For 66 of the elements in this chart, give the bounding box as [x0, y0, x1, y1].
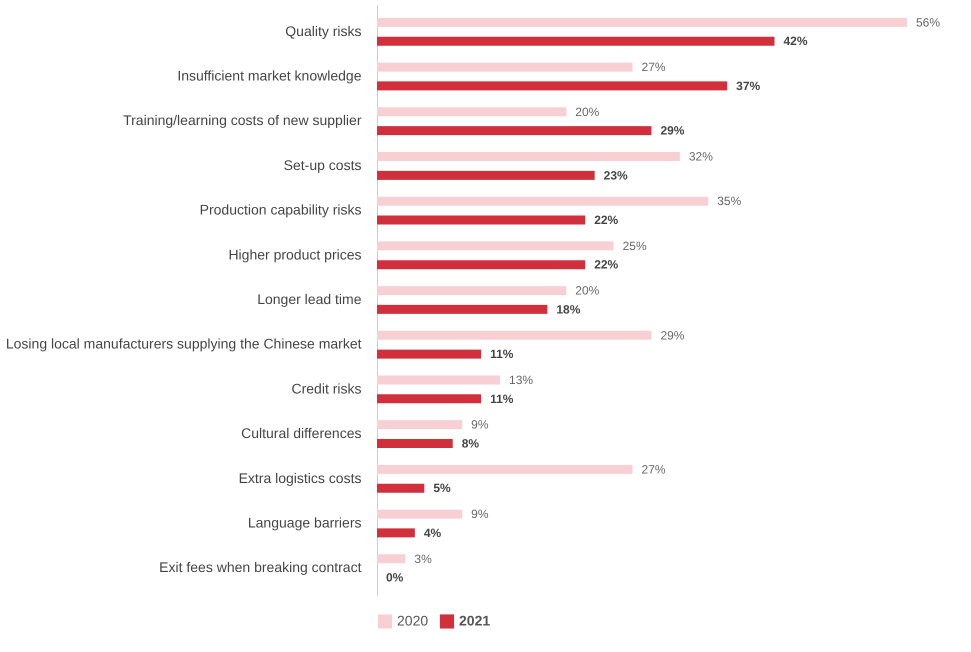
bar [377, 464, 633, 474]
bar [377, 81, 728, 90]
data-label: 27% [642, 60, 666, 74]
y-tick-label: Exit fees when breaking contract [159, 559, 362, 576]
bar [377, 528, 415, 538]
data-label: 35% [717, 194, 742, 208]
data-label: 9% [471, 507, 489, 522]
bar [377, 18, 907, 27]
data-label: 27% [642, 462, 666, 476]
data-label: 11% [490, 347, 514, 362]
y-tick-label: Higher product prices [228, 246, 362, 262]
y-tick-label: Cultural differences [241, 425, 362, 442]
data-label: 20% [575, 104, 600, 119]
data-label: 8% [462, 436, 480, 450]
bar [377, 350, 482, 359]
data-label: 23% [604, 168, 628, 182]
data-label: 22% [594, 213, 619, 228]
y-tick-label: Credit risks [291, 380, 362, 396]
bar [377, 510, 462, 519]
y-tick-label: Set-up costs [284, 156, 362, 173]
data-label: 0% [386, 570, 404, 585]
y-tick-label: Extra logistics costs [238, 470, 362, 486]
data-label: 9% [471, 418, 489, 432]
bar [377, 260, 586, 270]
bar [377, 304, 548, 314]
bar [377, 439, 453, 448]
bar [377, 36, 774, 46]
bar [377, 126, 652, 136]
bar [377, 375, 500, 384]
data-label: 4% [424, 526, 442, 540]
data-label: 25% [622, 238, 647, 253]
data-label: 18% [556, 302, 581, 316]
data-label: 22% [594, 258, 619, 272]
data-label: 3% [414, 552, 432, 566]
data-label: 32% [688, 150, 714, 164]
data-label: 42% [784, 34, 808, 48]
data-label: 56% [916, 15, 940, 30]
bar [377, 241, 614, 250]
bar [377, 62, 633, 72]
bar [377, 394, 482, 404]
legend-label: 2021 [459, 612, 490, 628]
data-label: 29% [660, 328, 685, 342]
data-label: 5% [433, 481, 451, 496]
bar [377, 152, 680, 161]
bar [377, 196, 708, 206]
data-label: 11% [490, 392, 514, 406]
bar [377, 420, 462, 430]
bar [377, 330, 652, 340]
data-label: 13% [509, 372, 534, 387]
y-tick-label: Language barriers [248, 514, 362, 530]
y-tick-label: Longer lead time [257, 291, 362, 307]
bar [377, 170, 595, 180]
data-label: 29% [660, 124, 685, 138]
data-label: 37% [736, 78, 761, 93]
bar [377, 216, 586, 225]
y-tick-label: Production capability risks [200, 202, 362, 218]
bar [377, 554, 406, 564]
data-label: 20% [575, 284, 600, 298]
y-tick-label: Quality risks [285, 22, 362, 39]
y-tick-label: Losing local manufacturers supplying the Chinese market [6, 336, 362, 352]
bar [377, 484, 424, 493]
y-tick-label: Insufficient market knowledge [177, 68, 362, 84]
legend-label: 2020 [397, 612, 428, 628]
y-tick-label: Training/learning costs of new supplier [123, 112, 362, 128]
bar [377, 286, 566, 296]
bar [377, 107, 566, 116]
